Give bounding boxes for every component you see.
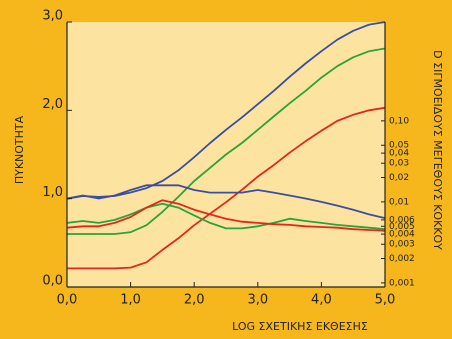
y2-tick-label: 0,01 [389,197,409,207]
y-tick-label: 3,0 [42,9,63,24]
y2-tick-label: 0,03 [389,159,409,169]
data-line [66,199,386,232]
data-line [67,47,386,235]
y2-tick-label: 0,001 [389,278,415,288]
y2-tick-label: 0,02 [389,173,409,183]
data-line [66,21,386,200]
y2-tick-label: 0,005 [389,222,415,232]
y2-tick-label: 0,05 [389,141,409,151]
y-tick-label: 1,0 [42,185,63,200]
y2-tick-label: 0,006 [389,215,415,225]
x-tick-label: 2,0 [184,293,205,308]
y-axis-label: ΠΥΚΝΟΤΗΤΑ [13,115,26,184]
y2-tick-label: 0,002 [389,254,415,264]
y2-tick-label: 0,04 [389,149,409,159]
y2-tick-label: 0,003 [389,240,415,250]
x-axis-label: LOG ΣΧΕΤΙΚΗΣ ΕΚΘΕΣΗΣ [232,320,368,333]
y-tick-label: 0,0 [42,274,63,289]
data-line [67,106,386,270]
x-tick-label: 5,0 [375,293,396,308]
x-tick-label: 4,0 [311,293,332,308]
x-tick-label: 1,0 [120,293,141,308]
data-line [66,202,386,231]
y2-tick-label: 0,004 [389,230,415,240]
y2-tick-label: 0,10 [389,116,409,126]
data-line [66,184,386,219]
x-tick-label: 3,0 [247,293,268,308]
x-tick-label: 0,0 [57,293,78,308]
y-tick-label: 2,0 [42,97,63,112]
y2-axis-label: D ΣΙΓΜΟΕΙΔΟΥΣ ΜΕΓΕΘΟΥΣ ΚΟΚΚΟΥ [431,50,444,250]
